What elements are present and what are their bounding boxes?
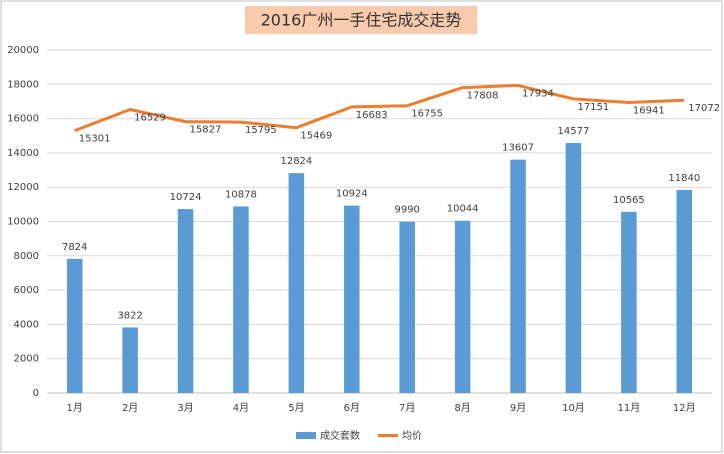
x-tick-label: 11月 — [618, 402, 641, 414]
y-tick-label: 12000 — [7, 182, 39, 193]
line-label: 15469 — [300, 131, 332, 142]
chart-title: 2016广州一手住宅成交走势 — [261, 11, 462, 30]
y-tick-label: 18000 — [7, 79, 39, 90]
bar-label: 7824 — [62, 242, 87, 253]
bar-label: 10924 — [336, 189, 368, 200]
bar-label: 10044 — [447, 204, 479, 215]
x-tick-label: 6月 — [344, 402, 360, 414]
bar-label: 3822 — [117, 310, 142, 321]
y-tick-label: 20000 — [7, 45, 39, 56]
line-label: 15301 — [79, 134, 111, 145]
y-tick-label: 6000 — [14, 285, 39, 296]
x-tick-label: 7月 — [399, 402, 415, 414]
legend-label: 均价 — [402, 430, 422, 442]
line-label: 17151 — [577, 102, 609, 113]
line-label: 17934 — [522, 88, 554, 99]
y-tick-label: 16000 — [7, 114, 39, 125]
bar-label: 9990 — [394, 205, 419, 216]
line-label: 16529 — [134, 113, 166, 124]
line-label: 17072 — [688, 103, 720, 114]
x-tick-label: 5月 — [288, 402, 304, 414]
bar — [288, 173, 305, 393]
bar — [565, 143, 582, 393]
x-tick-label: 8月 — [454, 402, 470, 414]
x-tick-label: 3月 — [177, 402, 193, 414]
bar-label: 10724 — [170, 192, 202, 203]
bar-label: 14577 — [558, 126, 590, 137]
y-tick-label: 0 — [33, 388, 39, 399]
line-label: 15827 — [190, 125, 222, 136]
y-tick-label: 10000 — [7, 217, 39, 228]
bar — [676, 189, 693, 393]
bar — [177, 209, 194, 393]
line-label: 16683 — [356, 110, 388, 121]
bar — [454, 220, 471, 393]
bar — [344, 205, 360, 393]
line-label: 15795 — [245, 125, 277, 136]
legend-swatch — [296, 432, 316, 439]
y-tick-label: 4000 — [14, 319, 39, 330]
bar — [510, 159, 526, 393]
bar — [66, 258, 83, 393]
y-tick-label: 2000 — [14, 354, 39, 365]
line — [74, 83, 685, 133]
line-label: 16941 — [633, 105, 665, 116]
y-tick-label: 8000 — [14, 251, 39, 262]
x-tick-label: 2月 — [122, 402, 138, 414]
x-tick-label: 10月 — [562, 402, 585, 414]
line-label: 16755 — [411, 109, 443, 120]
y-tick-label: 14000 — [7, 148, 39, 159]
bar-label: 10565 — [613, 195, 645, 206]
bar-label: 10878 — [225, 189, 257, 200]
x-tick-label: 1月 — [67, 402, 83, 414]
bar — [122, 327, 138, 393]
x-tick-label: 9月 — [510, 402, 526, 414]
bar-label: 12824 — [280, 156, 312, 167]
x-tick-label: 4月 — [233, 402, 249, 414]
bar — [621, 211, 637, 393]
line-label: 17808 — [467, 91, 499, 102]
title-box — [245, 6, 477, 34]
bar — [233, 206, 249, 393]
legend-label: 成交套数 — [320, 429, 360, 442]
bar — [399, 221, 415, 393]
bar-label: 11840 — [668, 173, 700, 184]
x-tick-label: 12月 — [673, 402, 696, 414]
bar-label: 13607 — [502, 143, 534, 154]
